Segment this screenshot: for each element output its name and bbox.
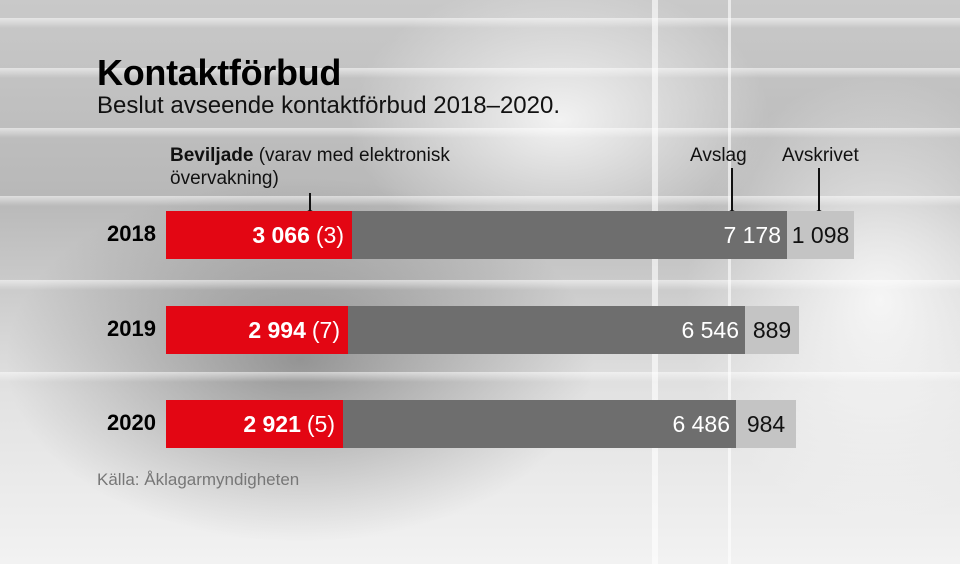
bar-sub-value-label: (7) <box>311 316 340 343</box>
legend-granted-note: (varav med elektronisk övervakning) <box>170 145 450 189</box>
legend-granted-pointer <box>309 193 311 213</box>
source-note: Källa: Åklagarmyndigheten <box>97 470 300 489</box>
bar-value-label: 984 <box>746 410 786 437</box>
blind-slat <box>0 18 960 28</box>
blind-cord <box>728 0 731 564</box>
blind-slat <box>0 68 960 78</box>
chart-subtitle: Beslut avseende kontaktförbud 2018–2020. <box>97 92 561 119</box>
year-label: 2020 <box>107 410 156 435</box>
bar-written-off: 889 <box>745 306 799 354</box>
legend-written-off-pointer <box>818 168 820 214</box>
bar-written-off: 984 <box>736 400 796 448</box>
blind-slat <box>0 128 960 138</box>
blind-slat <box>0 196 960 206</box>
blind-cord <box>652 0 658 564</box>
bar-value-label: 6 546 <box>681 316 739 343</box>
bar-rejected: 7 178 <box>352 211 787 259</box>
chart-title: Kontaktförbud <box>97 52 342 93</box>
blind-slat <box>0 372 960 382</box>
bar-value-label: 2 921 <box>243 410 301 437</box>
bar-granted: 2 994 (7) <box>166 306 348 354</box>
bar-sub-value-label: (3) <box>315 221 344 248</box>
bar-written-off: 1 098 <box>787 211 854 259</box>
bar-rejected: 6 546 <box>348 306 745 354</box>
legend-written-off: Avskrivet <box>782 145 859 166</box>
year-label: 2019 <box>107 316 156 341</box>
bar-granted: 2 921 (5) <box>166 400 343 448</box>
legend-rejected: Avslag <box>690 145 747 166</box>
bar-value-label: 3 066 <box>252 221 310 248</box>
legend-granted-label: Beviljade <box>170 145 254 166</box>
bar-value-label: 7 178 <box>723 221 781 248</box>
legend-rejected-pointer <box>731 168 733 214</box>
bar-value-label: 6 486 <box>672 410 730 437</box>
bar-value-label: 889 <box>752 316 792 343</box>
bar-granted: 3 066 (3) <box>166 211 352 259</box>
blind-slat <box>0 280 960 290</box>
bar-rejected: 6 486 <box>343 400 736 448</box>
bar-sub-value-label: (5) <box>306 410 335 437</box>
bar-value-label: 2 994 <box>248 316 306 343</box>
year-label: 2018 <box>107 221 156 246</box>
bar-value-label: 1 098 <box>791 221 850 248</box>
legend-granted: Beviljade (varav med elektronisk övervak… <box>170 144 470 190</box>
